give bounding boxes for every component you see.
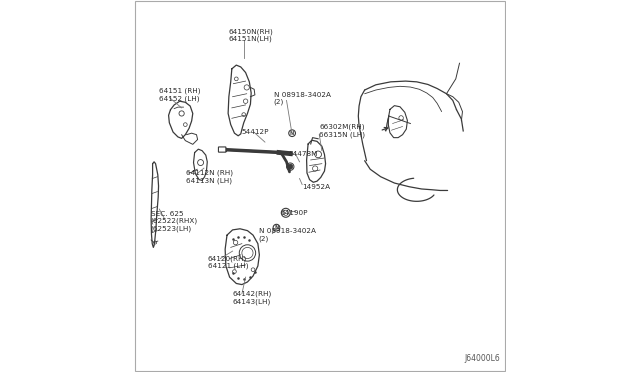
FancyBboxPatch shape — [218, 147, 226, 152]
Text: 66302M(RH)
66315N (LH): 66302M(RH) 66315N (LH) — [319, 124, 365, 138]
Text: 64190P: 64190P — [281, 210, 308, 216]
Text: 64142(RH)
64143(LH): 64142(RH) 64143(LH) — [232, 291, 272, 305]
Text: N 08918-3402A
(2): N 08918-3402A (2) — [273, 92, 330, 105]
Text: 64151 (RH)
64152 (LH): 64151 (RH) 64152 (LH) — [159, 88, 201, 102]
Text: N 08918-3402A
(2): N 08918-3402A (2) — [259, 228, 316, 242]
Text: 54412P: 54412P — [242, 129, 269, 135]
Text: 64112N (RH)
64113N (LH): 64112N (RH) 64113N (LH) — [186, 170, 233, 184]
Text: 64120(RH)
64121 (LH): 64120(RH) 64121 (LH) — [207, 255, 248, 269]
Text: 64150N(RH)
64151N(LH): 64150N(RH) 64151N(LH) — [229, 28, 274, 42]
Text: SEC. 625
(62522(RHX)
(62523(LH): SEC. 625 (62522(RHX) (62523(LH) — [151, 211, 198, 232]
Text: 14952A: 14952A — [302, 184, 330, 190]
Text: N: N — [275, 225, 278, 230]
Circle shape — [287, 164, 293, 169]
Text: 54478M: 54478M — [289, 151, 317, 157]
Text: N: N — [290, 131, 294, 136]
Text: J64000L6: J64000L6 — [465, 354, 500, 363]
